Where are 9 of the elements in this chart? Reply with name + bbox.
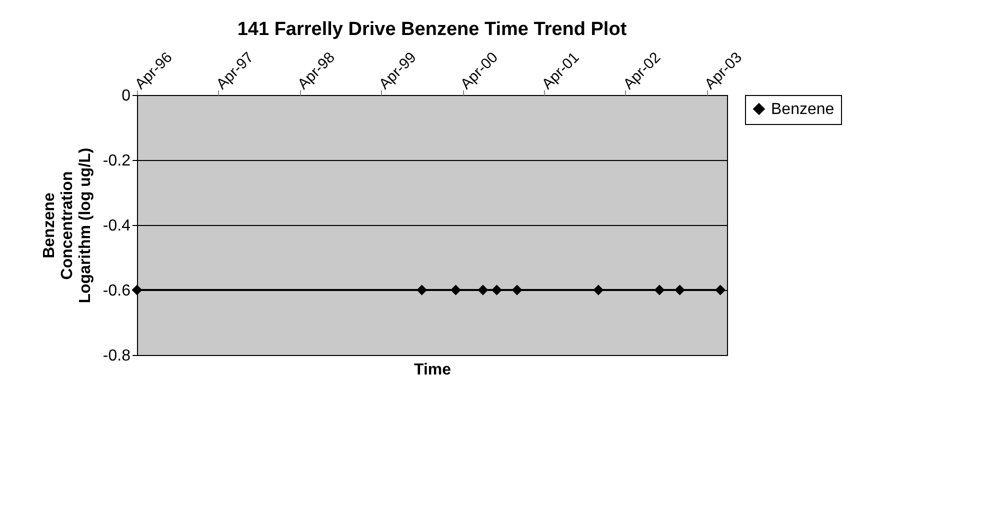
legend-label: Benzene <box>771 101 834 118</box>
y-tick-label: -0.2 <box>102 152 131 170</box>
x-axis-title: Time <box>414 362 452 378</box>
y-axis-title: Benzene Concentration Logarithm (log ug/L) <box>40 148 94 304</box>
y-tick-label: 0 <box>122 88 131 104</box>
y-tick-label: -0.4 <box>102 218 131 234</box>
y-tick-label: -0.6 <box>102 282 131 300</box>
chart-title: 141 Farrelly Drive Benzene Time Trend Plot <box>237 19 628 40</box>
y-tick-label: -0.8 <box>102 348 131 364</box>
